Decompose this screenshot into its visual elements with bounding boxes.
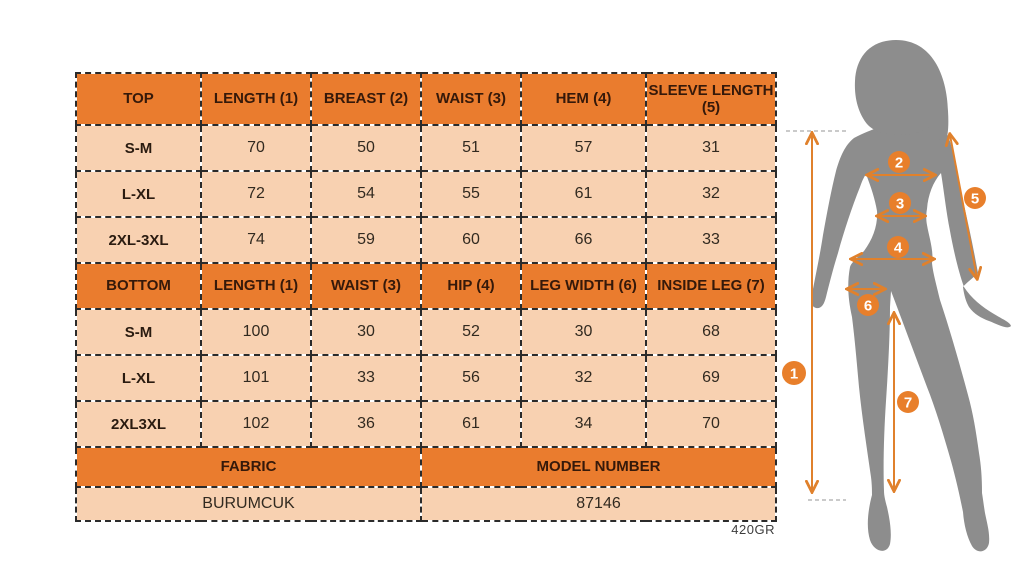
- value-cell: 59: [310, 216, 422, 264]
- measure-marker-4: 4: [887, 236, 909, 258]
- marker-number: 5: [971, 191, 979, 208]
- size-label: S-M: [75, 308, 202, 356]
- measure-arrow-5-sleeve: [950, 135, 977, 278]
- table-row: L-XL 72 54 55 61 32: [75, 170, 777, 218]
- female-silhouette: [811, 40, 1011, 552]
- fabric-model-header-row: FABRIC MODEL NUMBER: [75, 446, 777, 488]
- value-cell: 61: [520, 170, 647, 218]
- value-cell: 60: [420, 216, 522, 264]
- size-label: S-M: [75, 124, 202, 172]
- bottom-header-cell: BOTTOM: [75, 262, 202, 310]
- model-number-header: MODEL NUMBER: [420, 446, 777, 488]
- silhouette-hair: [854, 40, 949, 145]
- value-cell: 69: [645, 354, 777, 402]
- top-length-header: LENGTH (1): [200, 72, 312, 126]
- fabric-model-value-row: BURUMCUK 87146: [75, 486, 777, 522]
- weight-footnote: 420GR: [731, 522, 775, 537]
- marker-circle: [887, 236, 909, 258]
- value-cell: 56: [420, 354, 522, 402]
- value-cell: 101: [200, 354, 312, 402]
- bottom-length-header: LENGTH (1): [200, 262, 312, 310]
- value-cell: 32: [520, 354, 647, 402]
- value-cell: 32: [645, 170, 777, 218]
- measure-marker-5: 5: [964, 187, 986, 209]
- fabric-value: BURUMCUK: [75, 486, 422, 522]
- value-cell: 66: [520, 216, 647, 264]
- marker-number: 4: [894, 240, 903, 257]
- size-chart-table: TOP LENGTH (1) BREAST (2) WAIST (3) HEM …: [75, 72, 777, 522]
- size-label: 2XL-3XL: [75, 216, 202, 264]
- measure-marker-7: 7: [897, 391, 919, 413]
- bottom-legwidth-header: LEG WIDTH (6): [520, 262, 647, 310]
- marker-circle: [888, 151, 910, 173]
- top-header-cell: TOP: [75, 72, 202, 126]
- value-cell: 30: [520, 308, 647, 356]
- marker-circle: [857, 294, 879, 316]
- value-cell: 30: [310, 308, 422, 356]
- value-cell: 100: [200, 308, 312, 356]
- marker-number: 7: [904, 395, 912, 412]
- value-cell: 34: [520, 400, 647, 448]
- silhouette-body: [811, 104, 1011, 552]
- measure-marker-3: 3: [889, 192, 911, 214]
- marker-circle: [782, 361, 806, 385]
- marker-circle: [964, 187, 986, 209]
- top-breast-header: BREAST (2): [310, 72, 422, 126]
- value-cell: 61: [420, 400, 522, 448]
- top-header-row: TOP LENGTH (1) BREAST (2) WAIST (3) HEM …: [75, 72, 777, 126]
- measure-marker-2: 2: [888, 151, 910, 173]
- measure-marker-6: 6: [857, 294, 879, 316]
- value-cell: 74: [200, 216, 312, 264]
- fabric-header: FABRIC: [75, 446, 422, 488]
- marker-number: 6: [864, 298, 872, 315]
- value-cell: 72: [200, 170, 312, 218]
- marker-number: 1: [790, 366, 798, 383]
- table-row: S-M 70 50 51 57 31: [75, 124, 777, 172]
- table-row: S-M 100 30 52 30 68: [75, 308, 777, 356]
- top-sleeve-header: SLEEVE LENGTH (5): [645, 72, 777, 126]
- marker-number: 3: [896, 196, 904, 213]
- top-hem-header: HEM (4): [520, 72, 647, 126]
- size-label: L-XL: [75, 170, 202, 218]
- marker-number: 2: [895, 155, 903, 172]
- value-cell: 57: [520, 124, 647, 172]
- table-row: L-XL 101 33 56 32 69: [75, 354, 777, 402]
- value-cell: 33: [645, 216, 777, 264]
- value-cell: 51: [420, 124, 522, 172]
- bottom-header-row: BOTTOM LENGTH (1) WAIST (3) HIP (4) LEG …: [75, 262, 777, 310]
- table-row: 2XL3XL 102 36 61 34 70: [75, 400, 777, 448]
- value-cell: 52: [420, 308, 522, 356]
- value-cell: 31: [645, 124, 777, 172]
- value-cell: 102: [200, 400, 312, 448]
- value-cell: 55: [420, 170, 522, 218]
- bottom-waist-header: WAIST (3): [310, 262, 422, 310]
- value-cell: 54: [310, 170, 422, 218]
- value-cell: 68: [645, 308, 777, 356]
- marker-circle: [889, 192, 911, 214]
- bottom-insideleg-header: INSIDE LEG (7): [645, 262, 777, 310]
- value-cell: 70: [200, 124, 312, 172]
- value-cell: 50: [310, 124, 422, 172]
- marker-circle: [897, 391, 919, 413]
- measure-marker-1: 1: [782, 361, 806, 385]
- value-cell: 36: [310, 400, 422, 448]
- value-cell: 33: [310, 354, 422, 402]
- size-label: L-XL: [75, 354, 202, 402]
- model-number-value: 87146: [420, 486, 777, 522]
- top-waist-header: WAIST (3): [420, 72, 522, 126]
- value-cell: 70: [645, 400, 777, 448]
- bottom-hip-header: HIP (4): [420, 262, 522, 310]
- measurement-diagram: 1 2 3 4 5 6 7: [782, 40, 1011, 552]
- table-row: 2XL-3XL 74 59 60 66 33: [75, 216, 777, 264]
- size-label: 2XL3XL: [75, 400, 202, 448]
